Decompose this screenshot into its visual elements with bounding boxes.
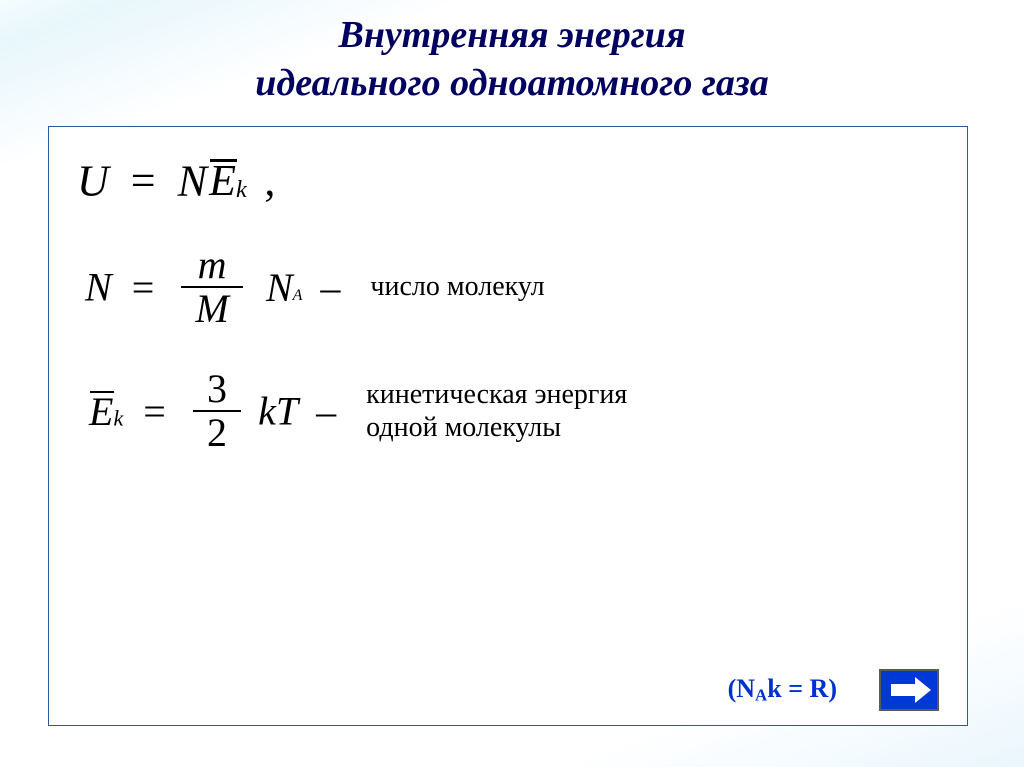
equation-3: Ek = 3 2 kT – [89, 368, 336, 454]
equation-2: N = m M NA – [85, 244, 340, 330]
slide: Внутренняя энергия идеального одноатомно… [0, 0, 1024, 767]
eq3-dash: – [308, 389, 336, 434]
footer-note: (NAk = R) [728, 674, 837, 705]
arrow-right-icon [881, 671, 937, 709]
eq1-equals: = [120, 156, 167, 205]
eq2-NA-N: N [260, 265, 293, 310]
note-open: ( [728, 674, 737, 703]
eq1-N: N [178, 156, 207, 205]
eq2-dash: – [312, 265, 340, 310]
eq3-num: 3 [193, 368, 241, 412]
eq1-U: U [77, 156, 109, 205]
equation-3-row: Ek = 3 2 kT – кинетическая энергия одной… [89, 368, 945, 454]
eq1-comma: , [258, 156, 276, 205]
title-line-2: идеального одноатомного газа [255, 62, 768, 104]
eq1-k-sub: k [236, 176, 247, 203]
eq3-equals: = [133, 389, 176, 434]
note-eq: = [782, 674, 810, 703]
note-A: A [755, 685, 767, 704]
eq3-label: кинетическая энергия одной молекулы [366, 378, 627, 445]
equation-2-row: N = m M NA – число молекул [85, 244, 945, 330]
eq2-num: m [198, 242, 227, 287]
next-arrow-button[interactable] [879, 669, 939, 711]
eq3-label-l2: одной молекулы [366, 412, 561, 443]
eq2-N: N [85, 265, 112, 310]
eq3-den: 2 [193, 412, 241, 454]
eq3-Ebar: E [89, 389, 113, 434]
eq2-den: M [195, 286, 228, 331]
note-R: R [810, 674, 829, 703]
eq3-k: k [258, 389, 276, 434]
equation-1: U = NEk , [77, 151, 945, 206]
eq3-label-l1: кинетическая энергия [366, 379, 627, 410]
note-close: ) [828, 674, 837, 703]
eq3-T: T [276, 389, 298, 434]
note-N: N [736, 674, 755, 703]
content-box: U = NEk , N = m M NA – число молекул [48, 126, 968, 726]
note-k: k [767, 674, 781, 703]
eq3-k-sub: k [113, 406, 123, 431]
title-line-1: Внутренняя энергия [338, 14, 685, 56]
eq2-NA-A: A [293, 288, 303, 305]
eq2-label: число молекул [370, 271, 544, 303]
eq1-Ebar: E [209, 156, 236, 205]
slide-title: Внутренняя энергия идеального одноатомно… [0, 12, 1024, 107]
eq2-equals: = [122, 265, 165, 310]
